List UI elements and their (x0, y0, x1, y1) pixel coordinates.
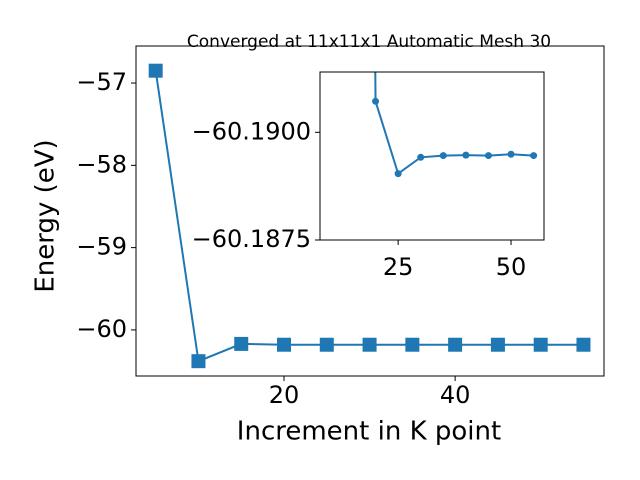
x-tick-label: 20 (269, 381, 300, 409)
marker (277, 337, 292, 352)
plot-area (148, 63, 591, 369)
marker (148, 63, 163, 78)
marker (576, 337, 591, 352)
x-tick-label: 25 (383, 253, 414, 281)
plot-area (372, 72, 538, 178)
x-axis-label: Increment in K point (237, 417, 501, 447)
chart-title: Converged at 11x11x1 Automatic Mesh 30 (187, 32, 551, 52)
y-tick-label: −60 (76, 315, 127, 343)
marker (394, 170, 402, 178)
marker (234, 336, 249, 351)
axes-frame (135, 45, 605, 377)
x-tick-label: 40 (440, 381, 471, 409)
marker (319, 337, 334, 352)
marker (417, 153, 425, 161)
y-tick-label: −60.1900 (192, 117, 311, 145)
marker (405, 337, 420, 352)
marker (362, 337, 377, 352)
y-tick-label: −59 (76, 233, 127, 261)
marker (530, 152, 538, 160)
marker (372, 97, 380, 105)
marker (439, 152, 447, 160)
y-tick-label: −57 (76, 68, 127, 96)
y-axis-label: Energy (eV) (31, 139, 61, 292)
marker (484, 152, 492, 160)
y-tick-label: −60.1875 (192, 225, 311, 253)
marker (448, 337, 463, 352)
marker (507, 150, 515, 158)
x-tick-label: 50 (496, 253, 527, 281)
marker (490, 337, 505, 352)
marker (533, 337, 548, 352)
axes-frame (319, 71, 545, 241)
y-tick-label: −58 (76, 150, 127, 178)
marker (462, 151, 470, 159)
marker (191, 354, 206, 369)
